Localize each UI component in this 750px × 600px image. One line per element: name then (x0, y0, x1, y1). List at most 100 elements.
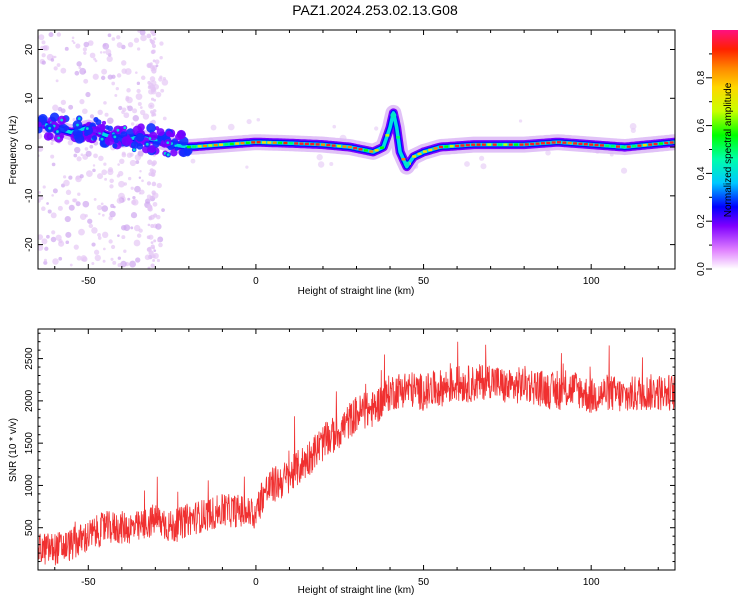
snr-y-tick-label: 2000 (24, 389, 35, 412)
noise-blob (139, 106, 143, 109)
ridge-core-segment (320, 143, 325, 146)
ridge-blob (38, 121, 42, 128)
noise-blob (316, 154, 323, 161)
ridge-core-segment (363, 149, 368, 152)
ridge-blob-core (148, 137, 152, 140)
noise-blob (152, 109, 157, 113)
noise-blob (156, 258, 161, 263)
ridge-blob (101, 120, 107, 125)
noise-blob (150, 241, 154, 245)
spectrogram-x-label: Height of straight line (km) (298, 286, 415, 297)
ridge-core-segment (481, 143, 486, 146)
noise-blob (50, 236, 57, 243)
noise-blob (155, 223, 162, 230)
noise-blob (332, 124, 337, 129)
noise-blob (620, 167, 628, 174)
ridge-core-segment (417, 152, 422, 156)
ridge-core-segment (535, 142, 540, 145)
noise-blob (116, 73, 122, 78)
noise-blob (38, 234, 44, 241)
noise-blob (119, 158, 125, 165)
noise-blob (107, 168, 114, 176)
noise-blob (73, 198, 78, 203)
noise-blob (92, 164, 96, 167)
noise-blob (132, 195, 136, 200)
noise-blob (52, 188, 58, 194)
noise-blob (99, 51, 103, 54)
ridge-core-segment (621, 145, 626, 149)
noise-blob (152, 66, 156, 70)
noise-blob (97, 109, 103, 115)
noise-blob (110, 257, 114, 261)
ridge-blob-core (166, 153, 170, 157)
noise-blob (156, 182, 162, 189)
ridge-core-segment (235, 142, 240, 145)
noise-blob (63, 175, 67, 179)
noise-blob (52, 104, 59, 111)
noise-blob (38, 195, 44, 201)
noise-blob (68, 175, 73, 180)
noise-blob (151, 254, 156, 259)
noise-blob (98, 212, 101, 216)
noise-blob (140, 109, 146, 116)
noise-blob (150, 263, 155, 268)
noise-blob (41, 206, 46, 212)
noise-blob (152, 259, 156, 262)
noise-blob (51, 230, 56, 235)
noise-blob (146, 181, 152, 186)
ridge-peak (390, 112, 397, 119)
noise-blob (51, 162, 56, 167)
ridge-core-segment (374, 149, 379, 152)
noise-blob (121, 68, 127, 74)
ridge-core-segment (412, 155, 417, 158)
ridge-core-segment (186, 145, 191, 149)
ridge-core-segment (353, 146, 358, 150)
noise-blob (142, 113, 150, 120)
noise-blob (78, 66, 82, 70)
noise-blob (629, 122, 637, 130)
noise-blob (97, 173, 104, 180)
ridge-core-segment (192, 145, 197, 148)
ridge-blob-core (76, 123, 79, 127)
noise-blob (65, 231, 72, 238)
noise-blob (114, 94, 118, 97)
noise-blob (121, 151, 126, 156)
noise-blob (55, 234, 62, 241)
noise-blob (118, 180, 125, 188)
ridge-core-segment (653, 142, 658, 146)
snr-panel: -50 0 50 100 500 1000 1500 2000 2500 Height of s… (8, 328, 676, 596)
snr-x-tick-label: 0 (253, 577, 259, 588)
ridge-blob-core (100, 137, 104, 141)
noise-blob (121, 235, 126, 240)
colorbar-gradient (712, 30, 738, 269)
noise-blob (329, 162, 334, 166)
noise-blob (89, 52, 96, 59)
ridge-core-segment (642, 143, 647, 147)
ridge-blob (121, 136, 132, 146)
noise-blob (131, 199, 139, 206)
noise-blob (107, 117, 114, 124)
ridge-core-segment (669, 141, 674, 144)
noise-blob (133, 37, 140, 43)
noise-blob (82, 47, 88, 52)
noise-blob (147, 159, 153, 165)
ridge-core-segment (546, 141, 551, 145)
snr-x-tick-label: 50 (418, 577, 430, 588)
ridge-blob (95, 119, 102, 126)
noise-blob (75, 175, 80, 180)
noise-blob (43, 258, 47, 262)
noise-blob (130, 186, 134, 190)
ridge-blob (174, 146, 179, 151)
noise-blob (89, 144, 94, 149)
noise-blob (139, 30, 146, 36)
noise-blob (75, 43, 81, 49)
noise-blob (151, 43, 157, 49)
ridge-blob (43, 132, 53, 141)
ridge-blob-core (145, 142, 149, 146)
noise-blob (109, 210, 116, 218)
noise-blob (140, 75, 146, 81)
noise-blob (79, 67, 87, 75)
noise-blob (38, 191, 41, 194)
noise-blob (83, 41, 90, 48)
